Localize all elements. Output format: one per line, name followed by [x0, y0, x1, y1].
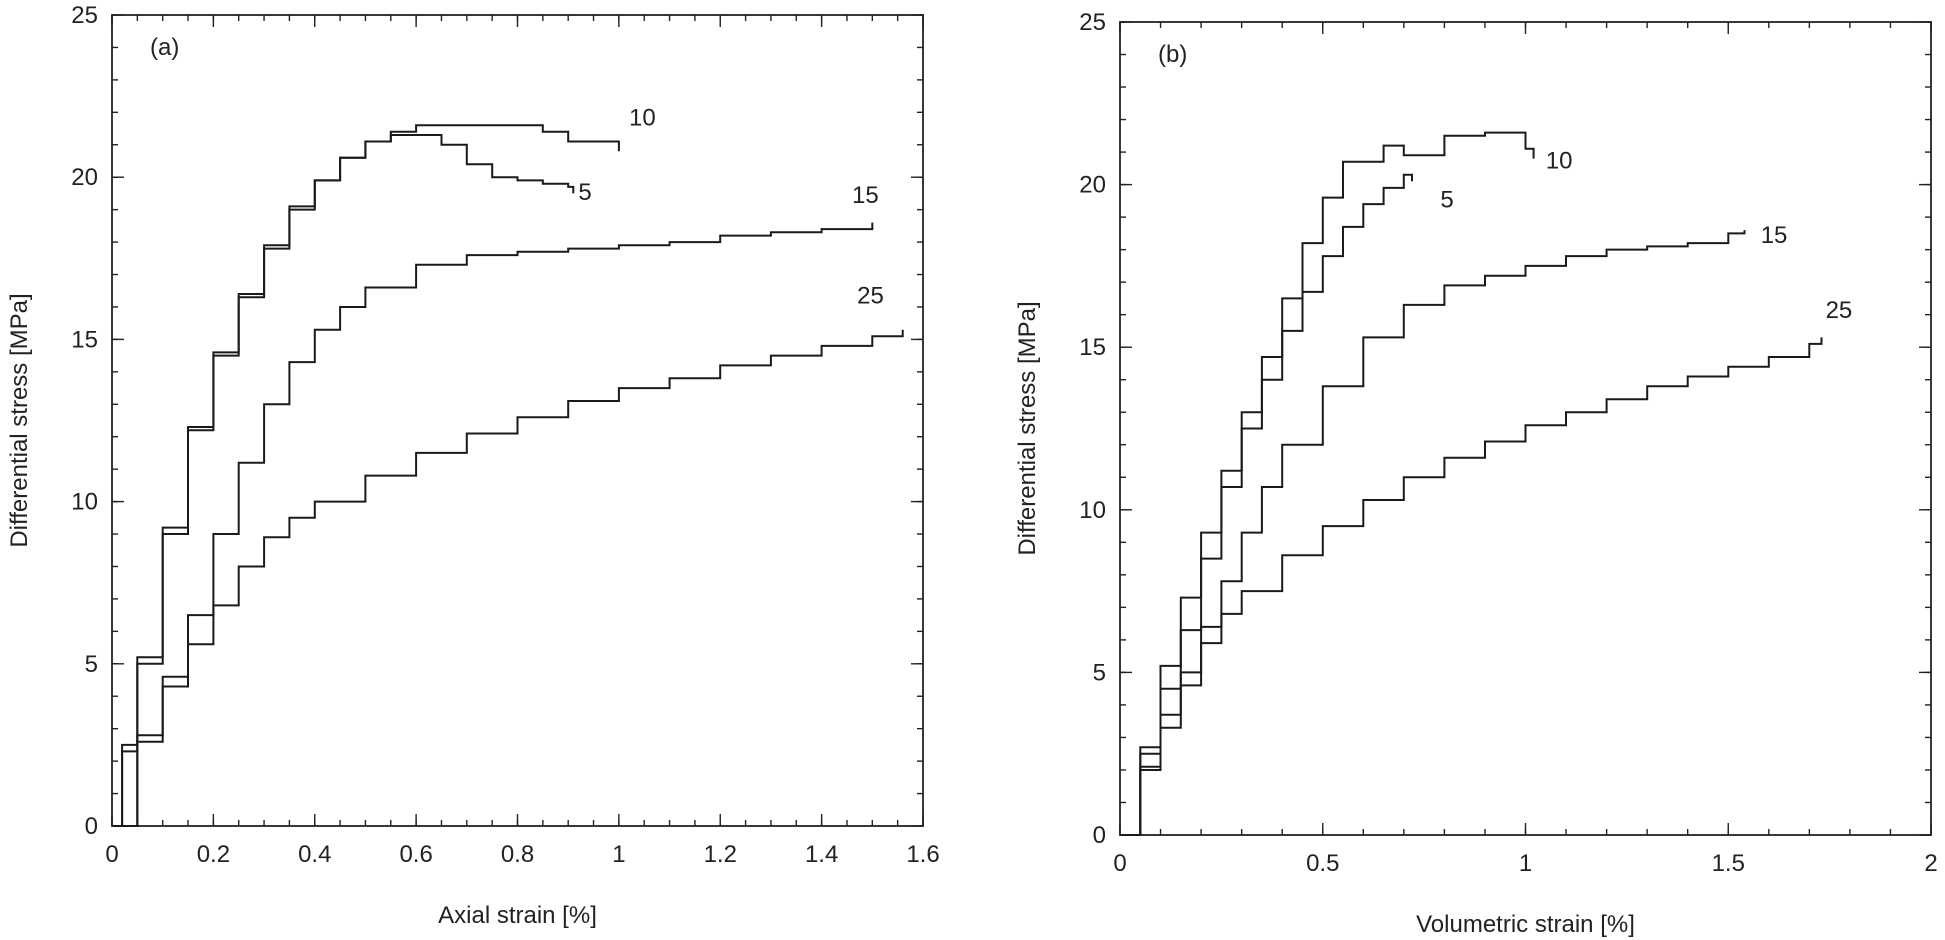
y-tick-label: 20	[71, 164, 98, 191]
series-line-10	[112, 124, 620, 827]
y-tick-label: 15	[1079, 334, 1106, 361]
x-tick-label: 0.4	[298, 841, 331, 868]
series-line-5	[1120, 173, 1413, 836]
y-axis-title: Differential stress [MPa]	[6, 293, 33, 547]
x-tick-label: 2	[1924, 850, 1937, 877]
x-axis-title: Axial strain [%]	[438, 902, 597, 929]
series-label-15: 15	[852, 182, 879, 209]
y-tick-label: 10	[1079, 497, 1106, 524]
x-tick-label: 1	[1519, 850, 1532, 877]
x-tick-label: 0.2	[197, 841, 230, 868]
x-tick-label: 0	[1113, 850, 1126, 877]
series-line-15	[112, 222, 874, 827]
panel-label: (a)	[150, 34, 179, 61]
x-tick-label: 0.5	[1306, 850, 1339, 877]
series-label-10: 10	[1546, 147, 1573, 174]
series-label-5: 5	[578, 179, 591, 206]
y-tick-label: 5	[85, 651, 98, 678]
x-tick-label: 1	[612, 841, 625, 868]
y-tick-label: 25	[1079, 9, 1106, 36]
y-tick-label: 5	[1093, 659, 1106, 686]
y-tick-label: 0	[1093, 822, 1106, 849]
x-tick-label: 1.5	[1712, 850, 1745, 877]
x-tick-label: 1.2	[704, 841, 737, 868]
series-line-25	[1120, 337, 1823, 836]
y-tick-label: 0	[85, 813, 98, 840]
panel-a: 0 0.2 0.4 0.6 0.8 1 1.2 1.4 1.6 0 5 10 15 20 25 Axial s…	[6, 2, 940, 929]
series-line-15	[1120, 230, 1746, 836]
series-line-10	[1120, 131, 1535, 836]
panel-label: (b)	[1158, 41, 1187, 68]
x-tick-label: 1.4	[805, 841, 838, 868]
x-tick-label: 0.6	[399, 841, 432, 868]
series-label-5: 5	[1440, 186, 1453, 213]
series-label-10: 10	[629, 104, 656, 131]
y-tick-label: 15	[71, 326, 98, 353]
x-tick-label: 1.6	[906, 841, 939, 868]
y-axis-title: Differential stress [MPa]	[1014, 301, 1041, 555]
series-label-25: 25	[1826, 297, 1853, 324]
y-tick-label: 20	[1079, 172, 1106, 199]
series-label-25: 25	[857, 283, 884, 310]
y-tick-label: 25	[71, 2, 98, 29]
series-line-5	[112, 134, 575, 827]
x-axis-title: Volumetric strain [%]	[1416, 911, 1635, 938]
x-tick-label: 0.8	[501, 841, 534, 868]
x-tick-label: 0	[105, 841, 118, 868]
y-tick-label: 10	[71, 489, 98, 516]
series-line-25	[112, 329, 904, 827]
series-label-15: 15	[1761, 222, 1788, 249]
